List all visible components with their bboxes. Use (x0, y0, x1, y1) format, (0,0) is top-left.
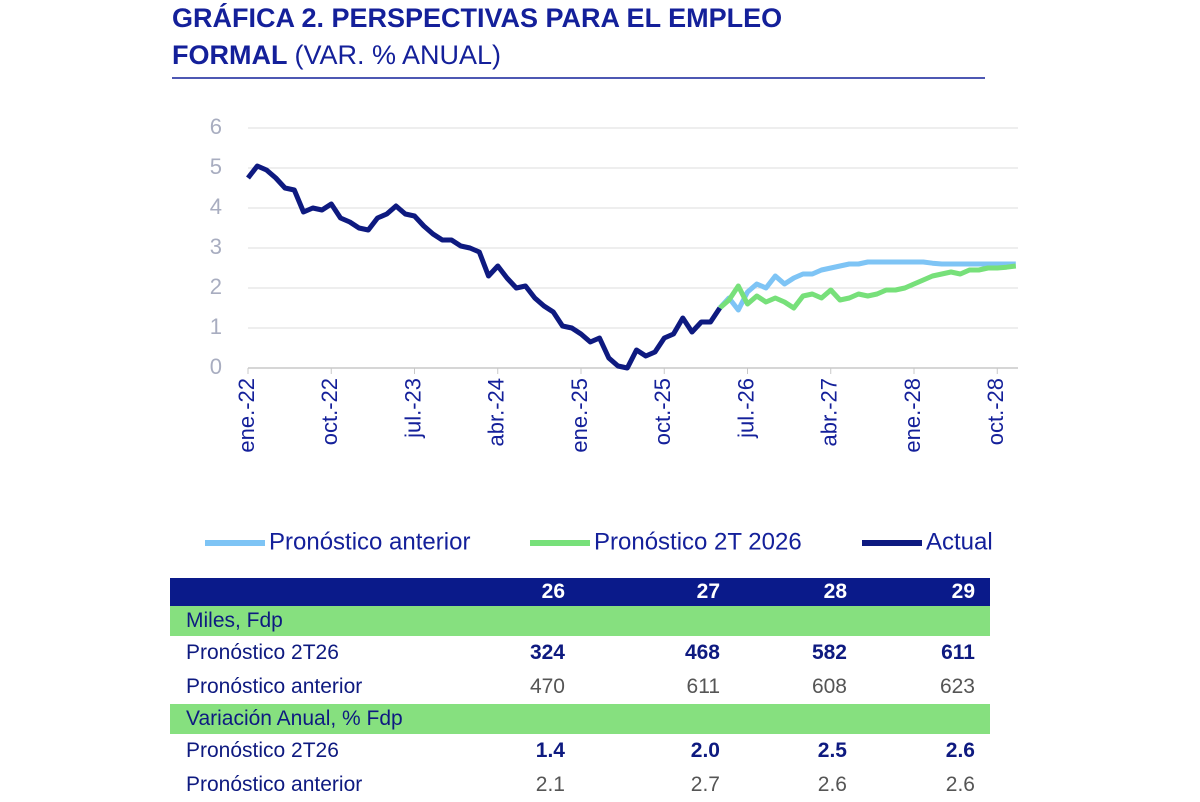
legend-label: Pronóstico anterior (269, 528, 470, 555)
legend-label: Pronóstico 2T 2026 (594, 528, 802, 555)
cell: 324 (529, 641, 565, 664)
chart: GRÁFICA 2. PERSPECTIVAS PARA EL EMPLEO FO… (172, 2, 1018, 555)
cell: 1.4 (535, 739, 565, 762)
chart-subtitle: (VAR. % ANUAL) (295, 40, 502, 70)
table-row: Pronóstico 2T26 1.4 2.0 2.5 2.6 (170, 734, 990, 768)
section-title: Variación Anual, % Fdp (186, 707, 403, 730)
cell: 611 (941, 641, 975, 664)
section-title: Miles, Fdp (186, 609, 283, 632)
cell: 611 (686, 675, 720, 698)
section-row: Variación Anual, % Fdp (170, 704, 990, 734)
row-label: Pronóstico anterior (186, 675, 363, 698)
row-label: Pronóstico 2T26 (186, 739, 339, 762)
cell: 608 (811, 675, 847, 698)
cell: 2.5 (817, 739, 847, 762)
column-header: 28 (823, 580, 847, 603)
table-row: Pronóstico 2T26 324 468 582 611 (170, 636, 990, 670)
row-label: Pronóstico 2T26 (186, 641, 339, 664)
x-tick-label: oct.-28 (983, 378, 1008, 445)
x-tick-label: abr.-27 (817, 378, 842, 447)
y-tick-label: 4 (210, 194, 222, 219)
cell: 470 (529, 675, 565, 698)
series-line (718, 263, 1017, 311)
chart-title: GRÁFICA 2. PERSPECTIVAS PARA EL EMPLEO FO… (172, 2, 782, 70)
x-tick-label: oct.-22 (317, 378, 342, 445)
title-line: GRÁFICA 2. PERSPECTIVAS PARA EL EMPLEO (172, 2, 782, 33)
cell: 582 (811, 641, 847, 664)
y-tick-label: 0 (210, 354, 222, 379)
cell: 2.1 (535, 773, 565, 796)
table-row: Pronóstico anterior 470 611 608 623 (170, 670, 990, 704)
column-header: 26 (541, 580, 565, 603)
series-line (246, 163, 722, 371)
y-tick-label: 2 (210, 274, 222, 299)
column-header: 27 (696, 580, 720, 603)
y-tick-label: 5 (210, 154, 222, 179)
series-line (717, 259, 1016, 313)
y-tick-label: 6 (210, 114, 222, 139)
y-tick-label: 3 (210, 234, 222, 259)
legend-label: Actual (926, 528, 993, 555)
title-line: FORMAL (172, 40, 295, 70)
cell: 2.6 (945, 739, 975, 762)
section-row: Miles, Fdp (170, 606, 990, 636)
x-tick-label: ene.-25 (567, 378, 592, 453)
x-tick-label: ene.-28 (900, 378, 925, 453)
row-label: Pronóstico anterior (186, 773, 363, 796)
cell: 2.7 (690, 773, 720, 796)
cell: 623 (939, 675, 975, 698)
table: 26 27 28 29 Miles, Fdp Pronóstico 2T26 324 468 5… (170, 578, 990, 802)
column-header: 29 (951, 580, 975, 603)
x-tick-label: ene.-22 (234, 378, 259, 453)
table-header: 26 27 28 29 (170, 578, 990, 606)
cell: 468 (684, 641, 720, 664)
x-tick-label: jul.-26 (733, 378, 758, 439)
x-tick-label: jul.-23 (400, 378, 425, 439)
cell: 2.6 (817, 773, 847, 796)
x-tick-label: oct.-25 (650, 378, 675, 445)
cell: 2.0 (690, 739, 720, 762)
x-tick-label: abr.-24 (484, 378, 509, 447)
cell: 2.6 (945, 773, 975, 796)
y-tick-label: 1 (210, 314, 222, 339)
table-row: Pronóstico anterior 2.1 2.7 2.6 2.6 (170, 768, 990, 802)
